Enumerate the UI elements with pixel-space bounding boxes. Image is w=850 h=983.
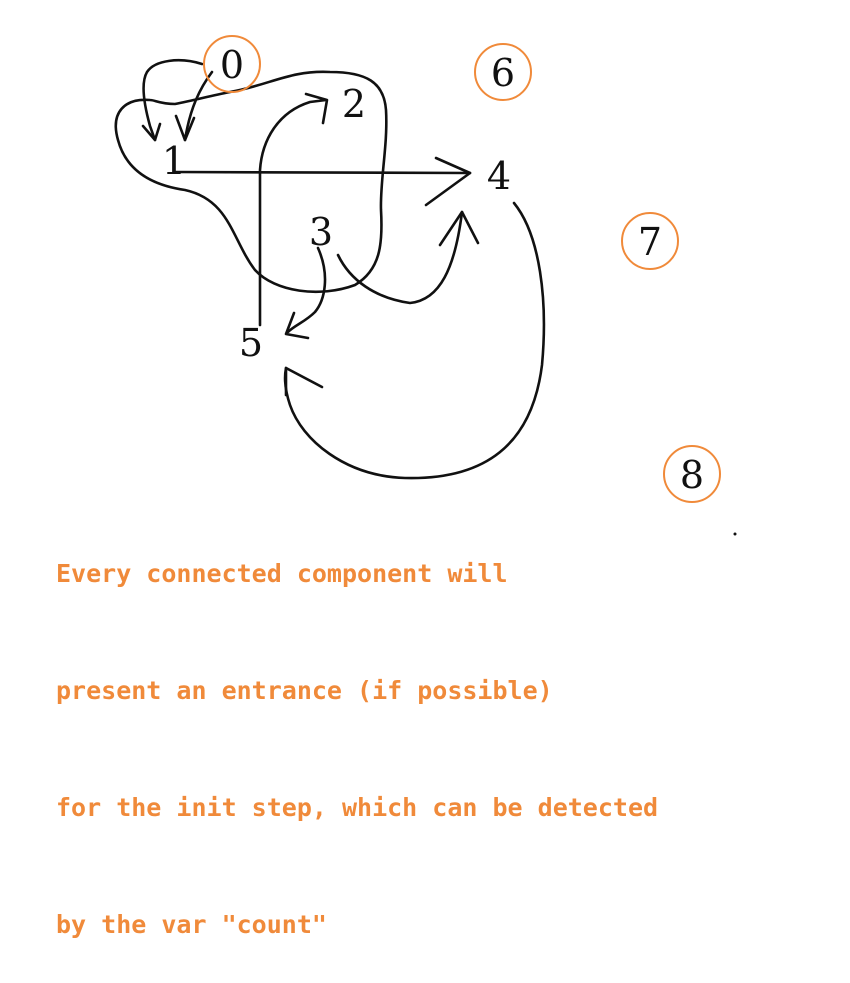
caption-line: for the init step, which can be detected [56,793,659,822]
node-8-circle [663,445,721,503]
caption-text: Every connected component will present a… [56,476,658,983]
edge-1-4-arrowhead [424,156,472,207]
node-0-label: 0 [220,43,244,87]
node-3-label: 3 [309,210,333,254]
node-2-label: 2 [342,82,366,126]
edge-3-5-arrowhead [284,311,310,340]
edge-4-5-arrowhead [284,366,324,397]
node-5-label: 5 [239,321,263,365]
caption-line: Every connected component will [56,559,508,588]
node-1-label: 1 [162,139,186,183]
edge-0-1-arrowhead-2 [174,114,196,142]
edge-3-4 [336,210,464,305]
edge-5-2 [258,98,328,327]
edge-0-1-arrowhead [141,122,162,142]
node-6-label: 6 [491,51,515,95]
node-4-label: 4 [487,154,511,198]
edge-3-4-arrowhead [438,210,480,247]
node-7-label: 7 [638,220,662,264]
stray-dot [733,532,737,536]
node-8-label: 8 [680,453,704,497]
edge-1-4 [173,170,472,175]
edge-0-1 [183,70,214,142]
caption-line: by the var "count" [56,910,327,939]
edge-5-2-arrowhead [304,92,329,125]
graph-diagram: 0 1 2 3 4 5 6 7 8 [114,35,737,536]
node-0-circle [203,35,261,93]
edge-0-1-loop [142,58,204,142]
edge-4-5 [283,201,546,480]
node-6-circle [474,43,532,101]
caption-line: present an entrance (if possible) [56,676,553,705]
node-7-circle [621,212,679,270]
edge-3-5 [286,246,327,334]
